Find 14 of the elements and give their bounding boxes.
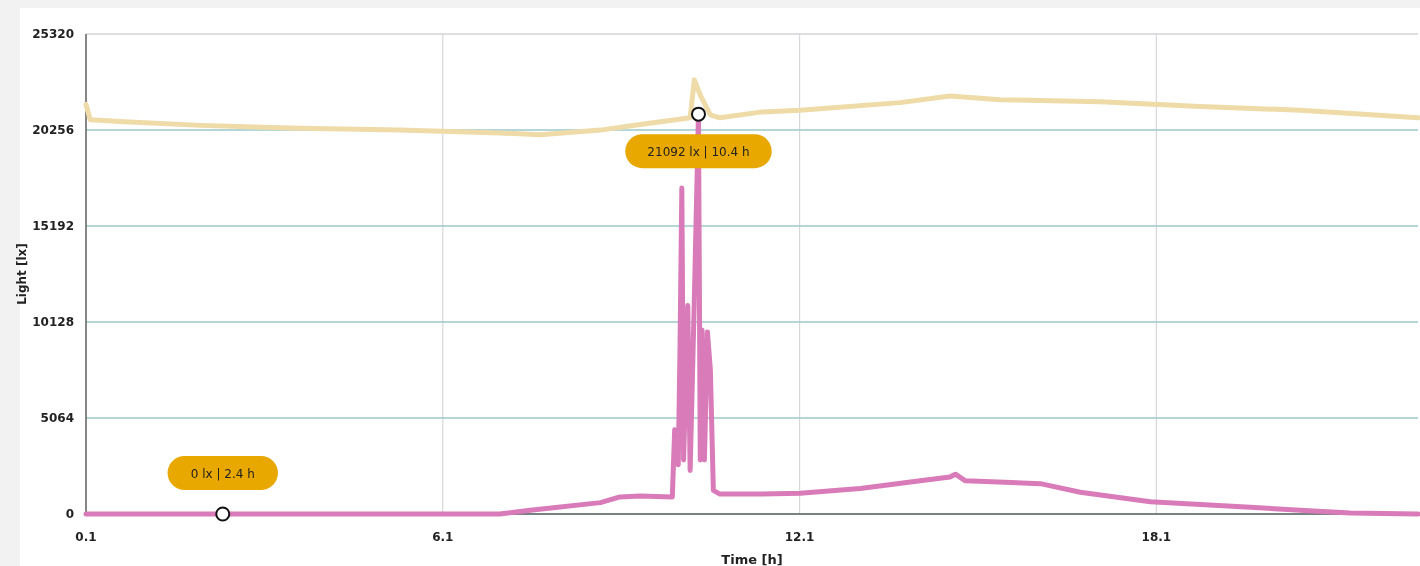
annotation: 21092 lx | 10.4 h bbox=[647, 145, 750, 160]
y-tick-label: 5064 bbox=[40, 411, 74, 425]
x-tick-label: 0.1 bbox=[75, 530, 97, 544]
x-axis-title: Time [h] bbox=[721, 552, 783, 566]
y-tick-label: 15192 bbox=[32, 219, 74, 233]
y-tick-label: 20256 bbox=[32, 123, 74, 137]
y-axis-title: Light [lx] bbox=[15, 243, 29, 305]
x-tick-label: 12.1 bbox=[784, 530, 815, 544]
y-tick-label: 10128 bbox=[32, 315, 74, 329]
y-tick-label: 25320 bbox=[32, 27, 74, 41]
x-tick-label: 6.1 bbox=[432, 530, 454, 544]
annotation: 0 lx | 2.4 h bbox=[190, 467, 255, 481]
y-tick-label: 0 bbox=[65, 507, 74, 521]
x-tick-label: 18.1 bbox=[1141, 530, 1172, 544]
